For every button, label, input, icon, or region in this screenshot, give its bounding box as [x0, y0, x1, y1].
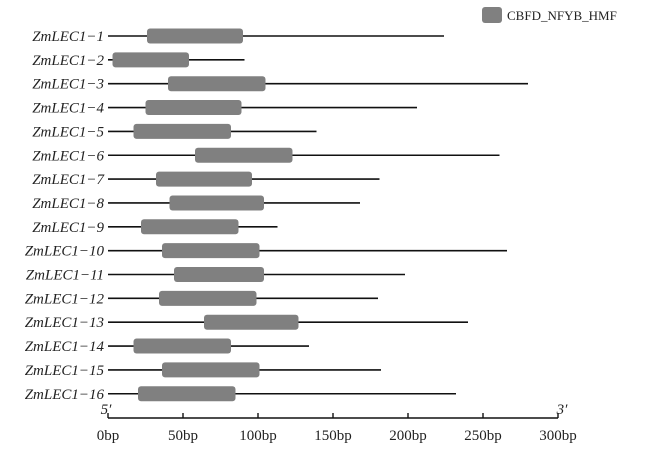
domain-box [162, 362, 260, 378]
domain-box [141, 219, 239, 235]
gene-row: ZmLEC1−11 [26, 267, 405, 284]
domain-box [168, 76, 266, 92]
five-prime-label: 5′ [101, 402, 113, 418]
gene-label: ZmLEC1−1 [32, 29, 104, 45]
domain-box [169, 195, 264, 211]
gene-row: ZmLEC1−6 [32, 147, 500, 164]
domain-box [133, 338, 231, 354]
gene-label: ZmLEC1−7 [32, 172, 105, 188]
domain-box [112, 52, 189, 68]
gene-label: ZmLEC1−4 [32, 101, 104, 117]
domain-box [162, 243, 260, 259]
axis-tick-label: 0bp [97, 428, 120, 444]
gene-label: ZmLEC1−3 [32, 77, 104, 93]
gene-row: ZmLEC1−12 [25, 290, 378, 307]
gene-row: ZmLEC1−9 [32, 219, 278, 236]
gene-row: ZmLEC1−14 [25, 338, 309, 355]
gene-row: ZmLEC1−5 [32, 123, 317, 140]
gene-row: ZmLEC1−4 [32, 100, 417, 117]
axis-tick-label: 300bp [539, 428, 577, 444]
axis-tick-label: 150bp [314, 428, 352, 444]
axis-tick-label: 100bp [239, 428, 277, 444]
domain-box [174, 267, 264, 282]
domain-box [147, 28, 243, 44]
three-prime-label: 3′ [556, 402, 569, 418]
domain-box [145, 100, 242, 116]
domain-box [195, 147, 293, 163]
gene-row: ZmLEC1−2 [32, 52, 245, 69]
gene-label: ZmLEC1−8 [32, 196, 104, 212]
legend-swatch [482, 7, 502, 23]
gene-label: ZmLEC1−12 [25, 291, 105, 307]
axis-tick-label: 200bp [389, 428, 427, 444]
gene-label: ZmLEC1−6 [32, 148, 104, 164]
gene-row: ZmLEC1−15 [25, 362, 381, 379]
gene-row: ZmLEC1−16 [25, 386, 456, 403]
gene-row: ZmLEC1−3 [32, 76, 528, 93]
gene-row: ZmLEC1−7 [32, 171, 380, 188]
gene-label: ZmLEC1−13 [25, 315, 104, 331]
scale-axis: 0bp 50bp 100bp 150bp 200bp 250bp 300bp 5′ 3′ [97, 402, 577, 444]
axis-tick-label: 250bp [464, 428, 502, 444]
domain-box [159, 290, 257, 306]
gene-row: ZmLEC1−10 [25, 243, 507, 260]
gene-label: ZmLEC1−16 [25, 387, 105, 403]
legend-label: CBFD_NFYB_HMF [507, 8, 617, 23]
legend: CBFD_NFYB_HMF [482, 7, 617, 23]
gene-label: ZmLEC1−15 [25, 363, 105, 379]
gene-label: ZmLEC1−11 [26, 268, 104, 284]
gene-row: ZmLEC1−13 [25, 314, 468, 331]
gene-label: ZmLEC1−9 [32, 220, 104, 236]
gene-label: ZmLEC1−2 [32, 53, 104, 69]
gene-label: ZmLEC1−5 [32, 124, 104, 140]
gene-row: ZmLEC1−8 [32, 195, 360, 212]
domain-box [156, 171, 252, 187]
domain-box [133, 123, 231, 139]
gene-tracks: ZmLEC1−1 ZmLEC1−2 ZmLEC1−3 ZmLEC1−4 ZmLEC1−5… [25, 28, 528, 403]
gene-label: ZmLEC1−10 [25, 244, 105, 260]
gene-row: ZmLEC1−1 [32, 28, 444, 45]
domain-box [138, 386, 236, 402]
gene-label: ZmLEC1−14 [25, 339, 105, 355]
axis-tick-label: 50bp [168, 428, 198, 444]
domain-box [204, 314, 299, 330]
axis-ticks: 0bp 50bp 100bp 150bp 200bp 250bp 300bp [97, 413, 577, 444]
